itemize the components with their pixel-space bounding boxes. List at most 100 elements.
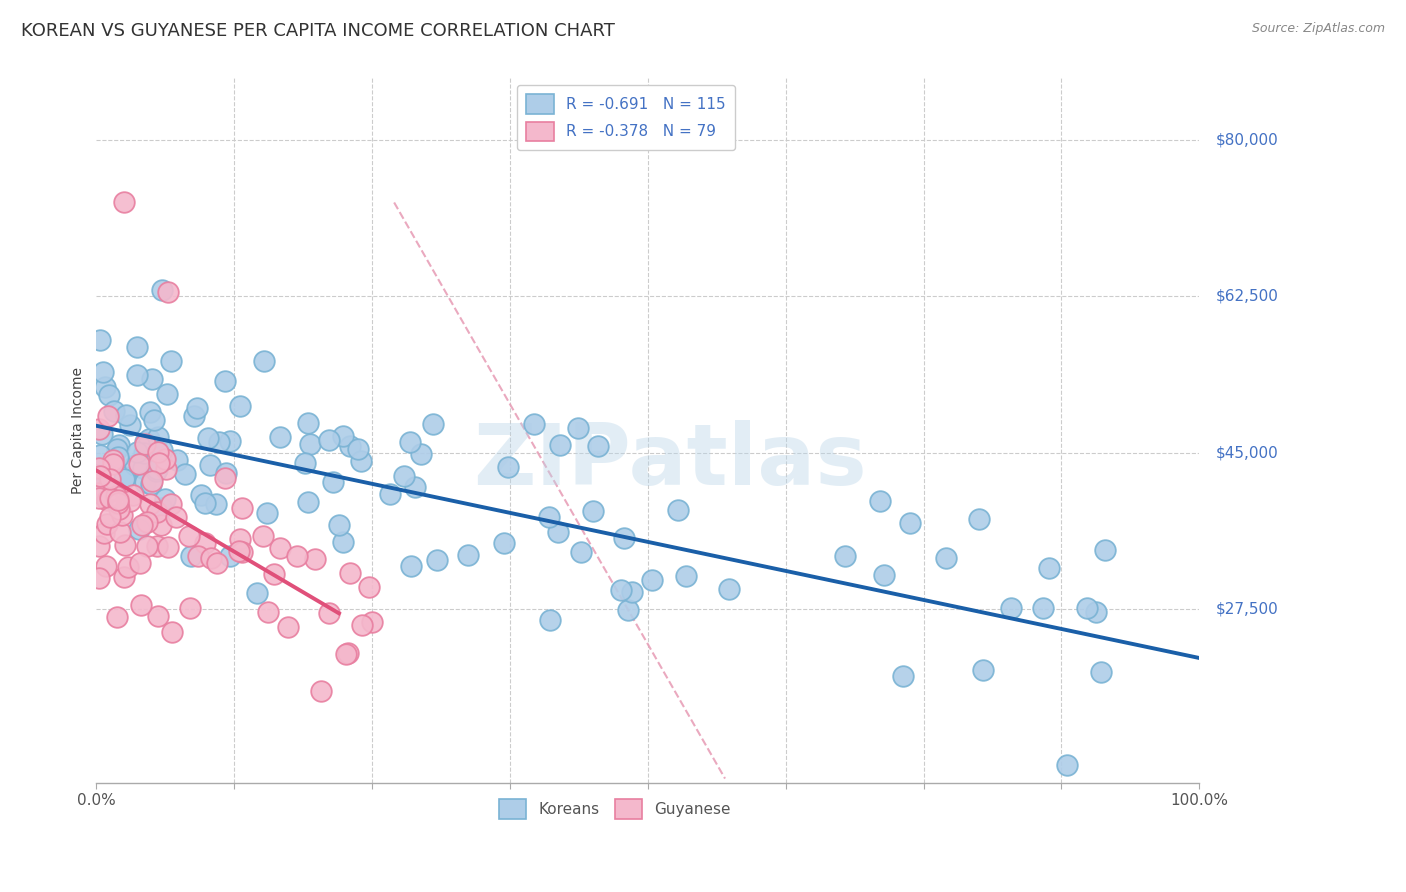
Point bbox=[214, 471, 236, 485]
Point bbox=[299, 437, 322, 451]
Point bbox=[256, 506, 278, 520]
Legend: Koreans, Guyanese: Koreans, Guyanese bbox=[492, 793, 737, 825]
Point bbox=[297, 495, 319, 509]
Point bbox=[97, 409, 120, 424]
Point bbox=[153, 451, 176, 466]
Point bbox=[108, 525, 131, 540]
Point bbox=[183, 409, 205, 423]
Point bbox=[138, 405, 160, 419]
Point bbox=[347, 442, 370, 457]
Point bbox=[457, 548, 479, 562]
Point bbox=[537, 509, 560, 524]
Point bbox=[219, 549, 242, 564]
Point bbox=[935, 551, 957, 566]
Point bbox=[1032, 601, 1054, 615]
Point bbox=[675, 569, 697, 583]
Text: KOREAN VS GUYANESE PER CAPITA INCOME CORRELATION CHART: KOREAN VS GUYANESE PER CAPITA INCOME COR… bbox=[21, 22, 614, 40]
Text: $62,500: $62,500 bbox=[1216, 289, 1278, 304]
Point bbox=[229, 532, 252, 546]
Point bbox=[350, 453, 373, 467]
Point bbox=[898, 516, 921, 530]
Point bbox=[87, 539, 110, 553]
Y-axis label: Per Capita Income: Per Capita Income bbox=[72, 367, 86, 494]
Point bbox=[146, 505, 169, 519]
Point bbox=[128, 457, 150, 471]
Point bbox=[869, 493, 891, 508]
Point bbox=[332, 429, 354, 443]
Text: $27,500: $27,500 bbox=[1216, 601, 1278, 616]
Point bbox=[108, 438, 131, 452]
Point bbox=[523, 417, 546, 431]
Point bbox=[621, 585, 644, 599]
Point bbox=[231, 500, 253, 515]
Point bbox=[105, 442, 128, 456]
Point bbox=[87, 491, 110, 506]
Point bbox=[198, 458, 221, 473]
Point bbox=[145, 540, 167, 554]
Point bbox=[138, 433, 160, 447]
Point bbox=[269, 430, 291, 444]
Point bbox=[131, 598, 153, 612]
Point bbox=[269, 541, 291, 555]
Point bbox=[107, 492, 129, 507]
Point bbox=[1076, 601, 1098, 615]
Point bbox=[107, 496, 129, 510]
Point bbox=[494, 536, 516, 550]
Point bbox=[972, 663, 994, 677]
Point bbox=[360, 615, 382, 629]
Point bbox=[246, 585, 269, 599]
Point bbox=[496, 460, 519, 475]
Point bbox=[91, 365, 114, 379]
Point bbox=[569, 545, 592, 559]
Point bbox=[641, 573, 664, 587]
Point bbox=[180, 549, 202, 563]
Point bbox=[101, 453, 124, 467]
Point bbox=[136, 452, 159, 467]
Point bbox=[156, 541, 179, 555]
Point bbox=[103, 483, 125, 497]
Point bbox=[112, 472, 135, 486]
Point bbox=[150, 283, 173, 297]
Point bbox=[89, 333, 111, 347]
Point bbox=[190, 488, 212, 502]
Point bbox=[1085, 605, 1108, 619]
Text: $80,000: $80,000 bbox=[1216, 132, 1278, 147]
Point bbox=[97, 387, 120, 401]
Point bbox=[1056, 758, 1078, 772]
Point bbox=[404, 480, 426, 494]
Point bbox=[93, 525, 115, 540]
Point bbox=[1090, 665, 1112, 680]
Point bbox=[96, 493, 118, 508]
Point bbox=[89, 422, 111, 436]
Point bbox=[253, 353, 276, 368]
Point bbox=[118, 418, 141, 433]
Point bbox=[297, 416, 319, 430]
Text: Source: ZipAtlas.com: Source: ZipAtlas.com bbox=[1251, 22, 1385, 36]
Point bbox=[613, 531, 636, 545]
Point bbox=[197, 431, 219, 445]
Point bbox=[145, 463, 167, 477]
Point bbox=[139, 477, 162, 491]
Point bbox=[231, 545, 253, 559]
Point bbox=[208, 435, 231, 450]
Point bbox=[337, 646, 360, 660]
Point bbox=[277, 619, 299, 633]
Point bbox=[141, 372, 163, 386]
Point bbox=[177, 529, 200, 543]
Point bbox=[194, 496, 217, 510]
Point bbox=[1094, 543, 1116, 558]
Point bbox=[304, 552, 326, 566]
Point bbox=[586, 439, 609, 453]
Point bbox=[160, 625, 183, 640]
Point bbox=[332, 534, 354, 549]
Point bbox=[103, 494, 125, 508]
Point bbox=[335, 647, 357, 661]
Point bbox=[114, 538, 136, 552]
Point bbox=[610, 583, 633, 598]
Point bbox=[104, 493, 127, 508]
Point bbox=[101, 458, 124, 472]
Point bbox=[193, 536, 215, 550]
Point bbox=[138, 498, 160, 512]
Point bbox=[153, 491, 176, 506]
Point bbox=[94, 559, 117, 574]
